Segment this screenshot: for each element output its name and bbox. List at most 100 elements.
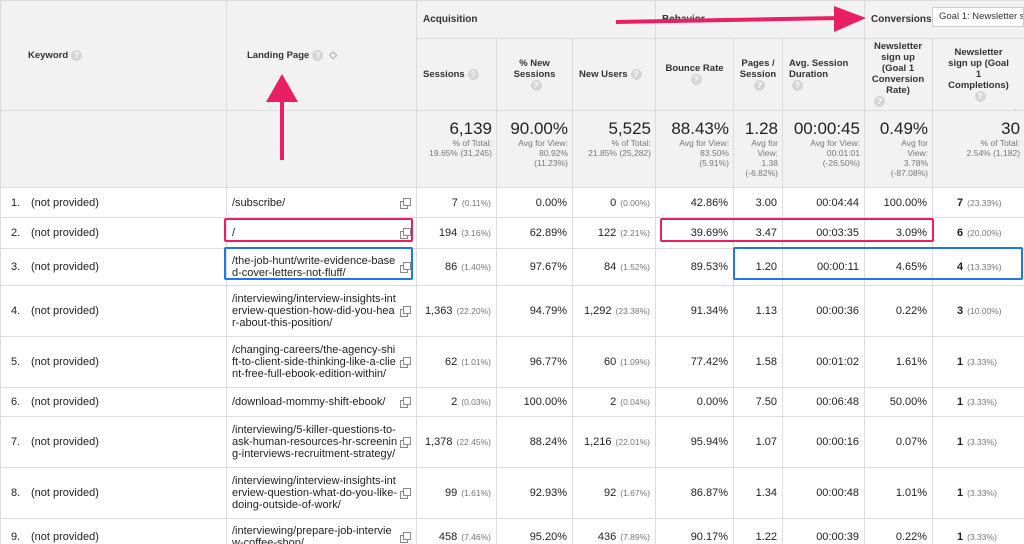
completions-cell: 7 (23.33%) xyxy=(932,187,1024,218)
keyword-value[interactable]: (not provided) xyxy=(31,356,99,368)
copy-link-icon[interactable] xyxy=(400,532,411,543)
copy-link-icon[interactable] xyxy=(400,197,411,209)
landing-page-link[interactable]: /interviewing/interview-insights-intervi… xyxy=(232,475,398,511)
duration-cell: 00:00:16 xyxy=(781,416,866,468)
keyword-value[interactable]: (not provided) xyxy=(31,531,99,543)
col-pages-session[interactable]: Pages / Session? xyxy=(733,38,783,111)
new-users-cell: 122 (2.21%) xyxy=(572,217,656,249)
landing-page-cell[interactable]: /interviewing/5-killer-questions-to-ask-… xyxy=(226,416,417,468)
keyword-value[interactable]: (not provided) xyxy=(31,196,99,209)
col-avg-duration[interactable]: Avg. Session Duration? xyxy=(781,38,866,111)
col-conv-rate[interactable]: Newsletter sign up (Goal 1 Conversion Ra… xyxy=(864,38,934,111)
landing-page-cell[interactable]: /the-job-hunt/write-evidence-based-cover… xyxy=(226,248,417,286)
table-row[interactable]: 7. (not provided) /interviewing/5-killer-q… xyxy=(0,416,1024,468)
landing-page-link[interactable]: /changing-careers/the-agency-shift-to-cl… xyxy=(232,344,396,380)
help-icon[interactable]: ? xyxy=(754,79,765,91)
keyword-cell[interactable]: 6. (not provided) xyxy=(0,387,227,417)
sessions-cell: 1,363 (22.20%) xyxy=(416,285,497,337)
help-icon[interactable]: ? xyxy=(71,49,83,61)
bounce-value: 91.34% xyxy=(690,305,728,317)
keyword-value[interactable]: (not provided) xyxy=(31,487,99,499)
landing-page-cell[interactable]: /interviewing/interview-insights-intervi… xyxy=(226,285,417,337)
col-sessions[interactable]: Sessions? xyxy=(416,38,497,111)
keyword-cell[interactable]: 5. (not provided) xyxy=(0,336,227,388)
keyword-cell[interactable]: 4. (not provided) xyxy=(0,285,227,337)
conv-value: 3.09% xyxy=(895,227,928,239)
copy-link-icon[interactable] xyxy=(400,357,411,368)
landing-page-link[interactable]: /interviewing/prepare-job-interview-coff… xyxy=(232,525,392,544)
table-row[interactable]: 6. (not provided) /download-mommy-shift-eb… xyxy=(0,387,1024,417)
landing-page-cell[interactable]: /download-mommy-shift-ebook/ xyxy=(226,387,417,417)
col-new-users[interactable]: New Users? xyxy=(572,38,656,111)
new-users-value: 1,216 xyxy=(583,436,612,448)
help-icon[interactable]: ? xyxy=(312,49,324,61)
help-icon[interactable]: ? xyxy=(792,79,803,91)
landing-page-cell[interactable]: /interviewing/prepare-job-interview-coff… xyxy=(226,518,417,544)
new-users-cell: 436 (7.89%) xyxy=(572,518,656,544)
keyword-cell[interactable]: 2. (not provided) xyxy=(0,217,227,249)
keyword-value[interactable]: (not provided) xyxy=(31,227,99,239)
pages-value: 1.22 xyxy=(755,531,777,543)
keyword-value[interactable]: (not provided) xyxy=(31,396,99,408)
completions-pct: (13.33%) xyxy=(967,262,1002,272)
landing-page-cell[interactable]: /changing-careers/the-agency-shift-to-cl… xyxy=(226,336,417,388)
copy-link-icon[interactable] xyxy=(400,228,411,239)
conv-cell: 1.61% xyxy=(864,336,934,388)
bounce-cell: 0.00% xyxy=(655,387,734,417)
landing-page-cell[interactable]: /interviewing/interview-insights-intervi… xyxy=(226,467,417,519)
help-icon[interactable]: ? xyxy=(467,68,479,80)
table-row[interactable]: 2. (not provided) / 194 (3.16%) 62.89% 122 (2.2… xyxy=(0,217,1024,249)
totals-page xyxy=(226,110,417,188)
copy-link-icon[interactable] xyxy=(400,306,411,317)
copy-link-icon[interactable] xyxy=(400,262,411,273)
help-icon[interactable]: ? xyxy=(630,68,642,80)
sort-desc-icon[interactable]: ↓ xyxy=(1014,106,1019,110)
goal-select[interactable]: Goal 1: Newsletter s xyxy=(932,7,1024,27)
col-bounce-rate[interactable]: Bounce Rate? xyxy=(655,38,734,111)
landing-page-link[interactable]: /download-mommy-shift-ebook/ xyxy=(232,396,386,408)
keyword-value[interactable]: (not provided) xyxy=(31,261,99,273)
keyword-value[interactable]: (not provided) xyxy=(31,305,99,317)
landing-page-link[interactable]: / xyxy=(232,227,236,239)
table-row[interactable]: 9. (not provided) /interviewing/prepare-jo… xyxy=(0,518,1024,544)
help-icon[interactable]: ? xyxy=(974,90,986,102)
table-row[interactable]: 1. (not provided)/subscribe/7 (0.11%) 0.00%… xyxy=(0,187,1024,218)
conv-value: 0.22% xyxy=(895,531,928,543)
landing-page-link[interactable]: /interviewing/interview-insights-intervi… xyxy=(232,293,396,329)
keyword-cell[interactable]: 9. (not provided) xyxy=(0,518,227,544)
sort-arrows-icon[interactable]: ◇ xyxy=(329,50,337,61)
keyword-cell[interactable]: 3. (not provided) xyxy=(0,248,227,286)
help-icon[interactable]: ? xyxy=(530,79,542,91)
table-row[interactable]: 3. (not provided) /the-job-hunt/write-evid… xyxy=(0,248,1024,286)
col-pct-new-sessions[interactable]: % New Sessions? xyxy=(496,38,573,111)
pages-cell: 3.47 xyxy=(733,217,783,249)
table-row[interactable]: 5. (not provided) /changing-careers/the-ag… xyxy=(0,336,1024,388)
landing-page-link[interactable]: /subscribe/ xyxy=(232,196,286,209)
landing-page-link[interactable]: /interviewing/5-killer-questions-to-ask-… xyxy=(232,424,398,460)
landing-page-cell[interactable]: /subscribe/ xyxy=(226,187,417,218)
new-users-cell: 1,292 (23.38%) xyxy=(572,285,656,337)
keyword-cell[interactable]: 8. (not provided) xyxy=(0,467,227,519)
pct-new-value: 95.20% xyxy=(529,531,567,543)
col-keyword[interactable]: Keyword? xyxy=(0,0,227,111)
help-icon[interactable]: ? xyxy=(690,74,702,86)
keyword-cell[interactable]: 7. (not provided) xyxy=(0,416,227,468)
landing-page-cell[interactable]: / xyxy=(226,217,417,249)
landing-page-link[interactable]: /the-job-hunt/write-evidence-based-cover… xyxy=(232,255,396,279)
help-icon[interactable]: ? xyxy=(874,96,886,108)
keyword-value[interactable]: (not provided) xyxy=(31,436,99,448)
completions-pct: (3.33%) xyxy=(967,437,997,447)
table-row[interactable]: 8. (not provided) /interviewing/interview-… xyxy=(0,467,1024,519)
copy-link-icon[interactable] xyxy=(400,488,411,499)
copy-link-icon[interactable] xyxy=(400,397,411,408)
duration-cell: 00:03:35 xyxy=(781,217,866,249)
col-landing-page[interactable]: Landing Page? ◇ xyxy=(226,0,417,111)
table-row[interactable]: 4. (not provided) /interviewing/interview-… xyxy=(0,285,1024,337)
total-pct-new: 90.00% Avg for View: 80.92% (11.23%) xyxy=(496,110,573,188)
copy-link-icon[interactable] xyxy=(400,437,411,448)
keyword-cell[interactable]: 1. (not provided) xyxy=(0,187,227,218)
pages-value: 1.20 xyxy=(755,261,777,273)
completions-value: 6 xyxy=(957,227,964,239)
bounce-value: 90.17% xyxy=(690,531,728,543)
col-completions[interactable]: Newsletter sign up (Goal 1 Completions)?… xyxy=(932,38,1024,111)
